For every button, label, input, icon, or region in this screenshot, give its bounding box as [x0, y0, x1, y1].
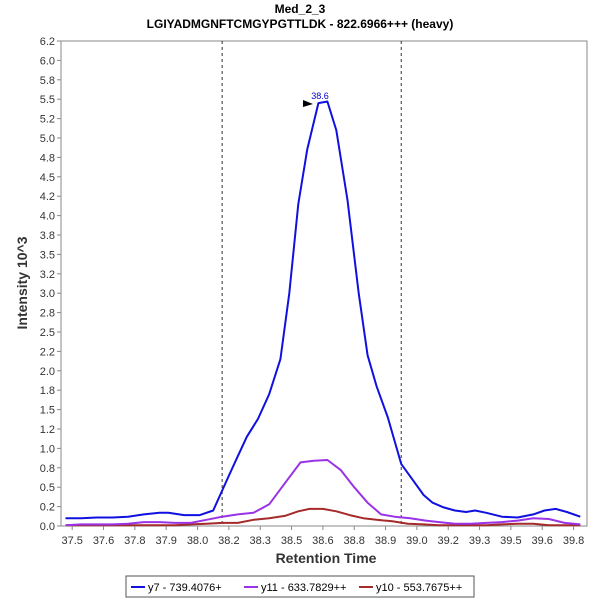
y-tick-label: 6.0 [40, 55, 55, 67]
x-tick-label: 38.8 [344, 535, 365, 547]
vertical-markers [221, 41, 402, 526]
y-tick-label: 3.2 [40, 269, 55, 281]
y-tick-label: 0.8 [40, 463, 55, 475]
x-tick-label: 39.0 [406, 535, 427, 547]
x-tick-label: 38.3 [249, 535, 270, 547]
x-tick-label: 39.5 [500, 535, 521, 547]
y-tick-label: 2.8 [40, 308, 55, 320]
x-tick-label: 39.2 [438, 535, 459, 547]
y-axis: 0.0 0.2 0.5 0.8 1.0 1.2 1.5 1.8 2.0 2.2 2.5 2.8 3.0 3… [40, 36, 61, 533]
y-tick-label: 5.2 [40, 114, 55, 126]
x-axis-label: Retention Time [276, 550, 377, 566]
y-tick-label: 4.5 [40, 172, 55, 184]
series-lines [65, 100, 581, 527]
x-tick-label: 39.8 [563, 535, 584, 547]
plot-area [60, 40, 588, 527]
y-tick-label: 1.5 [40, 405, 55, 417]
x-tick-label: 37.9 [155, 535, 176, 547]
y-tick-label: 5.8 [40, 75, 55, 87]
series-line-2 [65, 507, 581, 527]
x-tick-label: 38.6 [312, 535, 333, 547]
peak-arrow-icon [303, 100, 313, 107]
y-tick-label: 3.5 [40, 249, 55, 261]
series-line-0 [65, 100, 581, 520]
chart-subtitle: LGIYADMGNFTCMGYPGTTLDK - 822.6966+++ (he… [147, 17, 454, 31]
series-line-1 [65, 459, 581, 527]
y-tick-label: 0.0 [40, 521, 55, 533]
y-tick-label: 0.5 [40, 482, 55, 494]
peak-label: 38.6 [311, 91, 329, 101]
y-tick-label: 4.2 [40, 191, 55, 203]
y-tick-label: 4.8 [40, 152, 55, 164]
y-tick-label: 2.0 [40, 366, 55, 378]
legend: y7 - 739.4076+ y11 - 633.7829++ y10 - 553.… [131, 582, 462, 594]
y-tick-label: 3.8 [40, 230, 55, 242]
y-tick-label: 6.2 [40, 36, 55, 48]
y-tick-label: 3.0 [40, 288, 55, 300]
x-tick-label: 38.9 [375, 535, 396, 547]
legend-entry: y11 - 633.7829++ [261, 582, 346, 594]
legend-entry: y10 - 553.7675++ [376, 582, 462, 594]
y-axis-label: Intensity 10^3 [14, 236, 30, 329]
y-tick-label: 1.0 [40, 443, 55, 455]
legend-box [125, 575, 475, 598]
y-tick-label: 4.0 [40, 211, 55, 223]
x-tick-label: 39.6 [532, 535, 553, 547]
y-tick-label: 2.5 [40, 327, 55, 339]
x-tick-label: 37.8 [124, 535, 145, 547]
x-tick-label: 38.5 [281, 535, 302, 547]
x-tick-label: 38.2 [218, 535, 239, 547]
y-tick-label: 1.2 [40, 424, 55, 436]
legend-entry: y7 - 739.4076+ [148, 582, 222, 594]
y-tick-label: 1.8 [40, 385, 55, 397]
x-tick-label: 37.6 [93, 535, 114, 547]
y-tick-label: 5.5 [40, 94, 55, 106]
y-tick-label: 0.2 [40, 502, 55, 514]
chart-title: Med_2_3 [275, 2, 326, 16]
x-tick-label: 38.0 [187, 535, 208, 547]
x-axis: 37.5 37.6 37.8 37.9 38.0 38.2 38.3 38.5 38.6 38.8… [61, 526, 584, 547]
y-tick-label: 2.2 [40, 346, 55, 358]
y-tick-label: 5.0 [40, 133, 55, 145]
x-tick-label: 37.5 [61, 535, 82, 547]
x-tick-label: 39.3 [469, 535, 490, 547]
